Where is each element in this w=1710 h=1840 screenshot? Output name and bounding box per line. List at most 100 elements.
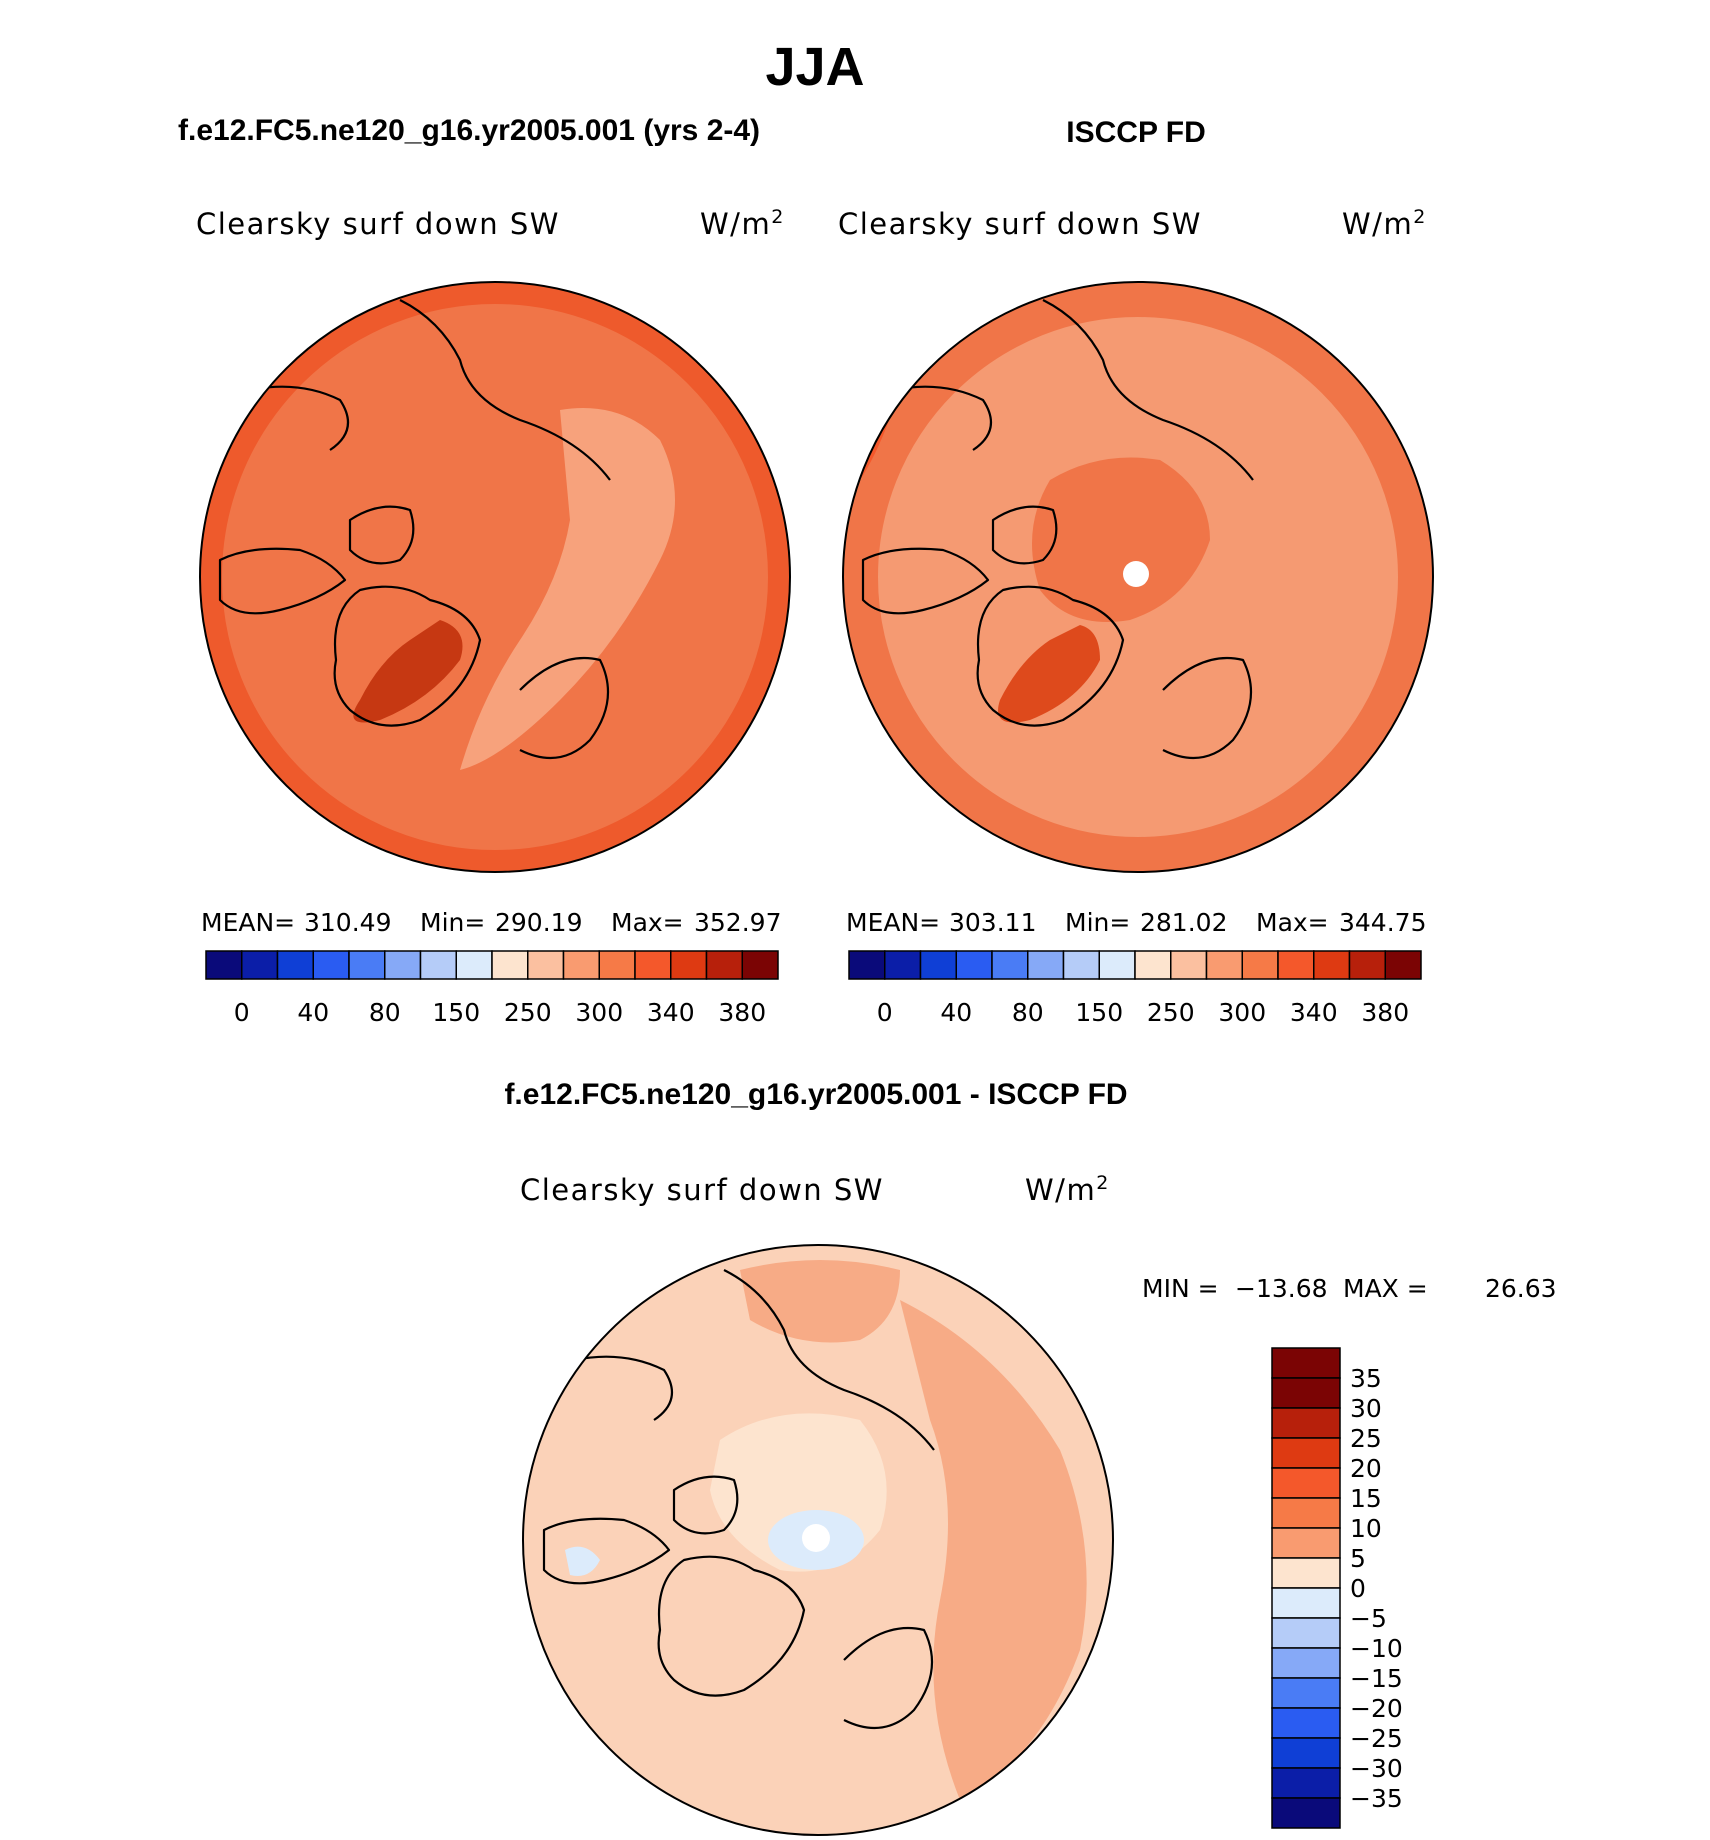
colorbar-box — [1271, 1587, 1341, 1619]
colorbar-tick-label: 0 — [1350, 1574, 1366, 1603]
panel-diff-border — [522, 1244, 1114, 1836]
panel-model-coastlines — [218, 299, 611, 760]
panel-model-units-base: W/m — [700, 207, 771, 241]
colorbar-box — [1271, 1557, 1341, 1589]
panel-diff-coastlines — [542, 1269, 935, 1730]
colorbar-tick-label: 40 — [297, 998, 329, 1027]
colorbar-box — [1271, 1377, 1341, 1409]
colorbar-tick-label: 40 — [940, 998, 972, 1027]
panel-obs: ISCCP FD Clearsky surf down SW W/m2 MEAN… — [838, 116, 1434, 1027]
panel-model-light-band — [460, 408, 675, 770]
panel-diff-stats: MIN = −13.68 MAX = 26.63 — [1142, 1274, 1557, 1303]
colorbar-box — [741, 950, 779, 980]
colorbar-box — [205, 950, 243, 980]
panel-model-stats: MEAN= 310.49 Min= 290.19 Max= 352.97 — [201, 908, 781, 937]
colorbar-box — [276, 950, 314, 980]
panel-model-mean: 310.49 — [304, 908, 391, 937]
colorbar-box — [1241, 950, 1279, 980]
colorbar-box — [1062, 950, 1100, 980]
season-title: JJA — [765, 37, 864, 97]
colorbar-tick-label: 80 — [369, 998, 401, 1027]
panel-model-colorbar: 0 40 80 150 250 300 340 380 — [205, 950, 779, 1027]
panel-model-min: 290.19 — [495, 908, 582, 937]
colorbar-box — [1271, 1437, 1341, 1469]
panel-model-units: W/m2 — [700, 206, 785, 241]
colorbar-box — [1271, 1527, 1341, 1559]
panel-diff-max: 26.63 — [1485, 1274, 1557, 1303]
colorbar-box — [848, 950, 886, 980]
colorbar-tick-label: −5 — [1350, 1604, 1387, 1633]
colorbar-tick-label: 250 — [1147, 998, 1195, 1027]
colorbar-box — [705, 950, 743, 980]
colorbar-box — [1271, 1647, 1341, 1679]
colorbar-box — [348, 950, 386, 980]
colorbar-box — [1271, 1347, 1341, 1379]
colorbar-box — [1098, 950, 1136, 980]
panel-obs-greenland — [998, 625, 1100, 723]
colorbar-tick-label: −20 — [1350, 1694, 1403, 1723]
colorbar-tick-label: 340 — [1290, 998, 1338, 1027]
panel-obs-map — [843, 282, 1433, 872]
panel-diff-east-band — [900, 1300, 1087, 1800]
colorbar-box — [455, 950, 493, 980]
colorbar-box — [1271, 1707, 1341, 1739]
colorbar-box — [919, 950, 957, 980]
colorbar-tick-label: 150 — [432, 998, 480, 1027]
colorbar-tick-label: −35 — [1350, 1784, 1403, 1813]
panel-obs-central — [1032, 457, 1210, 622]
colorbar-tick-label: 0 — [877, 998, 893, 1027]
colorbar-box — [562, 950, 600, 980]
colorbar-box — [670, 950, 708, 980]
colorbar-tick-label: 250 — [504, 998, 552, 1027]
colorbar-tick-label: −10 — [1350, 1634, 1403, 1663]
colorbar-tick-label: 150 — [1075, 998, 1123, 1027]
colorbar-box — [598, 950, 636, 980]
colorbar-box — [1271, 1737, 1341, 1769]
panel-diff-west-blue — [565, 1546, 600, 1576]
colorbar-box — [1271, 1407, 1341, 1439]
colorbar-tick-label: 80 — [1012, 998, 1044, 1027]
panel-model-units-exp: 2 — [771, 206, 785, 228]
colorbar-box — [1027, 950, 1065, 980]
panel-diff-units-base: W/m — [1025, 1173, 1096, 1207]
panel-obs-units-exp: 2 — [1413, 206, 1427, 228]
panel-obs-units: W/m2 — [1342, 206, 1427, 241]
panel-diff-units-exp: 2 — [1096, 1172, 1110, 1194]
colorbar-box — [1313, 950, 1351, 980]
panel-obs-max: 344.75 — [1339, 908, 1426, 937]
colorbar-box — [991, 950, 1029, 980]
colorbar-tick-label: 380 — [718, 998, 766, 1027]
panel-obs-border — [842, 281, 1434, 873]
panel-model-variable: Clearsky surf down SW — [196, 207, 560, 241]
panel-obs-mean-label: MEAN= — [846, 908, 940, 937]
colorbar-box — [1384, 950, 1422, 980]
panel-model-max: 352.97 — [694, 908, 781, 937]
panel-model-max-label: Max= — [611, 908, 684, 937]
panel-model-title: f.e12.FC5.ne120_g16.yr2005.001 (yrs 2-4) — [178, 114, 760, 147]
colorbar-tick-label: 340 — [647, 998, 695, 1027]
panel-diff-pole-hole — [802, 1524, 830, 1552]
colorbar-tick-label: −15 — [1350, 1664, 1403, 1693]
colorbar-box — [884, 950, 922, 980]
colorbar-box — [527, 950, 565, 980]
panel-obs-min: 281.02 — [1140, 908, 1227, 937]
colorbar-box — [1277, 950, 1315, 980]
panel-obs-variable: Clearsky surf down SW — [838, 207, 1202, 241]
colorbar-box — [241, 950, 279, 980]
colorbar-tick-label: 300 — [575, 998, 623, 1027]
panel-diff: f.e12.FC5.ne120_g16.yr2005.001 - ISCCP F… — [504, 1078, 1557, 1836]
panel-obs-stats: MEAN= 303.11 Min= 281.02 Max= 344.75 — [846, 908, 1426, 937]
panel-obs-min-label: Min= — [1065, 908, 1130, 937]
colorbar-box — [1271, 1497, 1341, 1529]
colorbar-tick-label: 20 — [1350, 1454, 1382, 1483]
colorbar-tick-label: 300 — [1218, 998, 1266, 1027]
panel-diff-variable: Clearsky surf down SW — [520, 1173, 884, 1207]
colorbar-box — [1271, 1467, 1341, 1499]
panel-diff-min: −13.68 — [1235, 1274, 1328, 1303]
colorbar-tick-label: 5 — [1350, 1544, 1366, 1573]
colorbar-box — [955, 950, 993, 980]
colorbar-tick-label: 380 — [1361, 998, 1409, 1027]
panel-model-mean-label: MEAN= — [201, 908, 295, 937]
colorbar-tick-label: −30 — [1350, 1754, 1403, 1783]
